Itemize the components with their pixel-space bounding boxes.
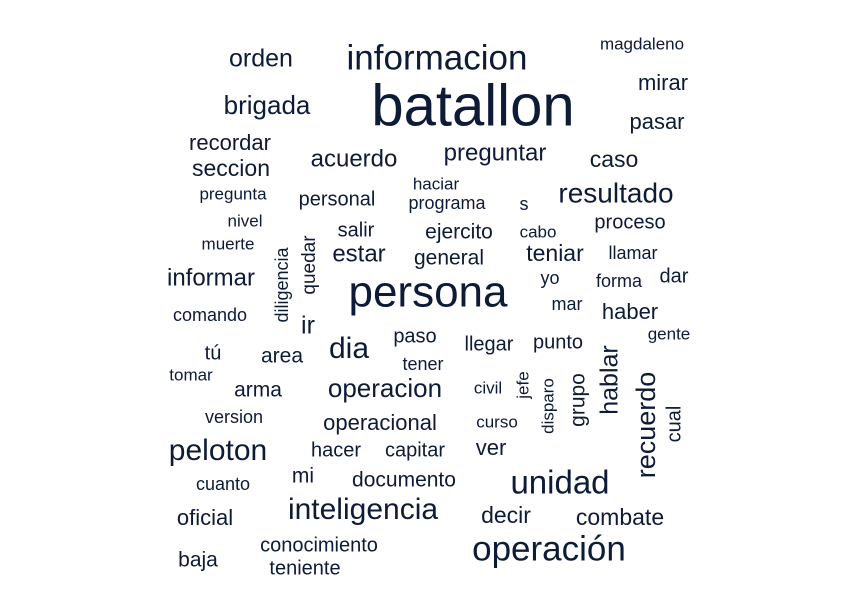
word-conocimiento: conocimiento [260,534,378,556]
word-disparo: disparo [538,378,557,434]
word-persona: persona [348,268,508,317]
word-nivel: nivel [228,211,263,230]
word-pregunta: pregunta [199,184,267,203]
word-teniar: teniar [526,240,584,266]
word-caso: caso [590,146,639,172]
word-acuerdo: acuerdo [311,145,398,172]
word-ir: ir [301,312,315,340]
word-magdaleno: magdaleno [600,34,684,53]
word-operacion: operacion [328,373,442,403]
word-version: version [205,407,263,427]
word-tú: tú [205,342,222,364]
word-punto: punto [533,331,583,353]
word-curso: curso [476,412,518,431]
word-ejercito: ejercito [425,221,493,244]
word-arma: arma [234,379,282,402]
word-informacion: informacion [347,38,528,77]
word-inteligencia: inteligencia [288,493,438,526]
word-capitar: capitar [385,439,445,461]
word-diligencia: diligencia [272,246,292,322]
word-oficial: oficial [177,505,233,530]
word-hacer: hacer [311,439,361,461]
word-recordar: recordar [189,130,271,155]
word-proceso: proceso [594,211,665,233]
word-estar: estar [332,240,385,267]
word-comando: comando [173,305,247,325]
word-baja: baja [178,549,218,572]
word-grupo: grupo [567,373,590,427]
word-mar: mar [552,294,583,314]
word-jefe: jefe [513,371,532,399]
word-programa: programa [408,193,486,213]
word-recuerdo: recuerdo [631,372,661,479]
word-seccion: seccion [192,155,270,181]
word-cual: cual [663,406,685,443]
word-operación: operación [472,529,626,568]
word-gente: gente [648,324,691,343]
word-brigada: brigada [224,90,311,120]
word-informar: informar [167,264,255,291]
word-mi: mi [292,465,314,488]
word-llegar: llegar [465,333,514,355]
word-batallon: batallon [371,73,574,138]
word-forma: forma [596,271,643,291]
word-llamar: llamar [608,243,657,263]
word-personal: personal [299,188,376,210]
word-tener: tener [402,354,443,374]
word-documento: documento [352,469,456,492]
word-teniente: teniente [269,557,340,579]
word-dar: dar [660,265,689,287]
word-hablar: hablar [596,345,624,415]
word-s: s [520,194,529,214]
word-ver: ver [476,435,507,460]
word-resultado: resultado [558,177,673,208]
word-pasar: pasar [629,109,684,134]
word-general: general [414,247,484,270]
word-cuanto: cuanto [196,474,250,494]
word-tomar: tomar [169,365,213,384]
word-mirar: mirar [638,70,688,95]
word-preguntar: preguntar [444,139,547,166]
word-quedar: quedar [299,235,320,295]
word-operacional: operacional [323,410,437,435]
word-peloton: peloton [169,434,267,467]
word-dia: dia [329,332,369,365]
word-decir: decir [481,502,531,528]
word-salir: salir [338,219,375,241]
word-combate: combate [576,504,664,530]
word-paso: paso [393,325,436,347]
word-muerte: muerte [202,234,255,253]
word-area: area [261,345,303,368]
word-haciar: haciar [413,174,460,193]
word-unidad: unidad [510,464,609,501]
word-cabo: cabo [520,222,557,241]
word-civil: civil [474,378,502,397]
word-haber: haber [602,299,658,324]
word-yo: yo [540,268,559,288]
word-orden: orden [229,45,293,73]
